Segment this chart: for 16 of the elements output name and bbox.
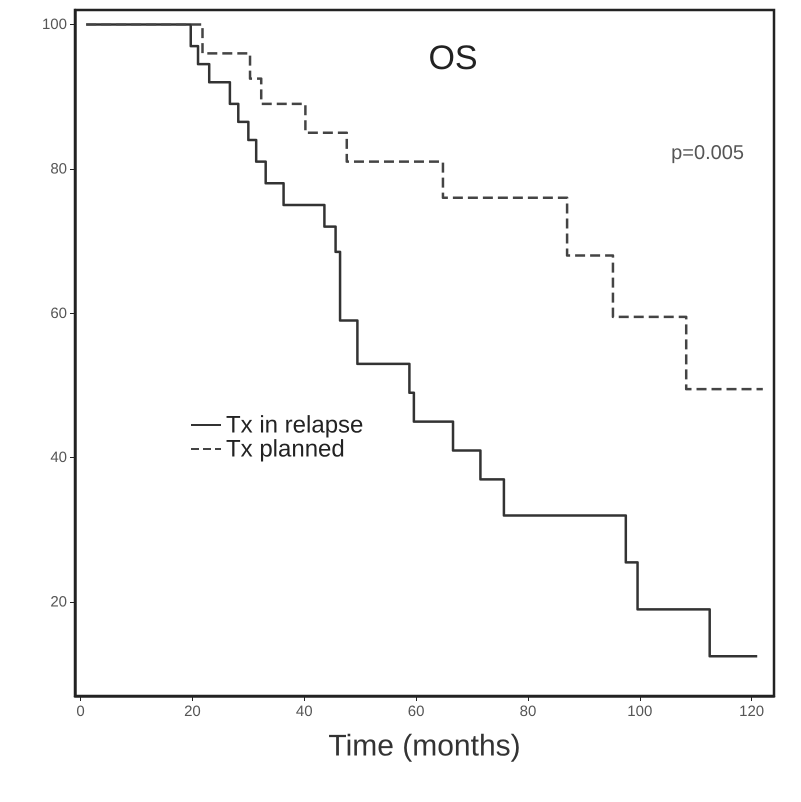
y-tick-label: 20	[50, 594, 67, 611]
legend-label: Tx in relapse	[226, 412, 364, 438]
x-tick-label: 0	[76, 703, 85, 720]
text: OS	[428, 39, 478, 77]
x-tick-label: 120	[739, 703, 764, 720]
annotation: p=0.005	[671, 142, 744, 164]
x-axis-title: Time (months)	[328, 730, 521, 762]
y-tick-label: 100	[42, 16, 67, 33]
x-tick-label: 100	[627, 703, 652, 720]
x-tick-label: 80	[520, 703, 536, 720]
y-tick-label: 40	[50, 449, 67, 466]
x-tick-label: 40	[296, 703, 313, 720]
y-tick-label: 60	[50, 304, 67, 322]
x-tick-label: 60	[408, 703, 424, 720]
y-tick-label: 80	[50, 160, 67, 178]
x-tick-label: 20	[184, 703, 201, 720]
